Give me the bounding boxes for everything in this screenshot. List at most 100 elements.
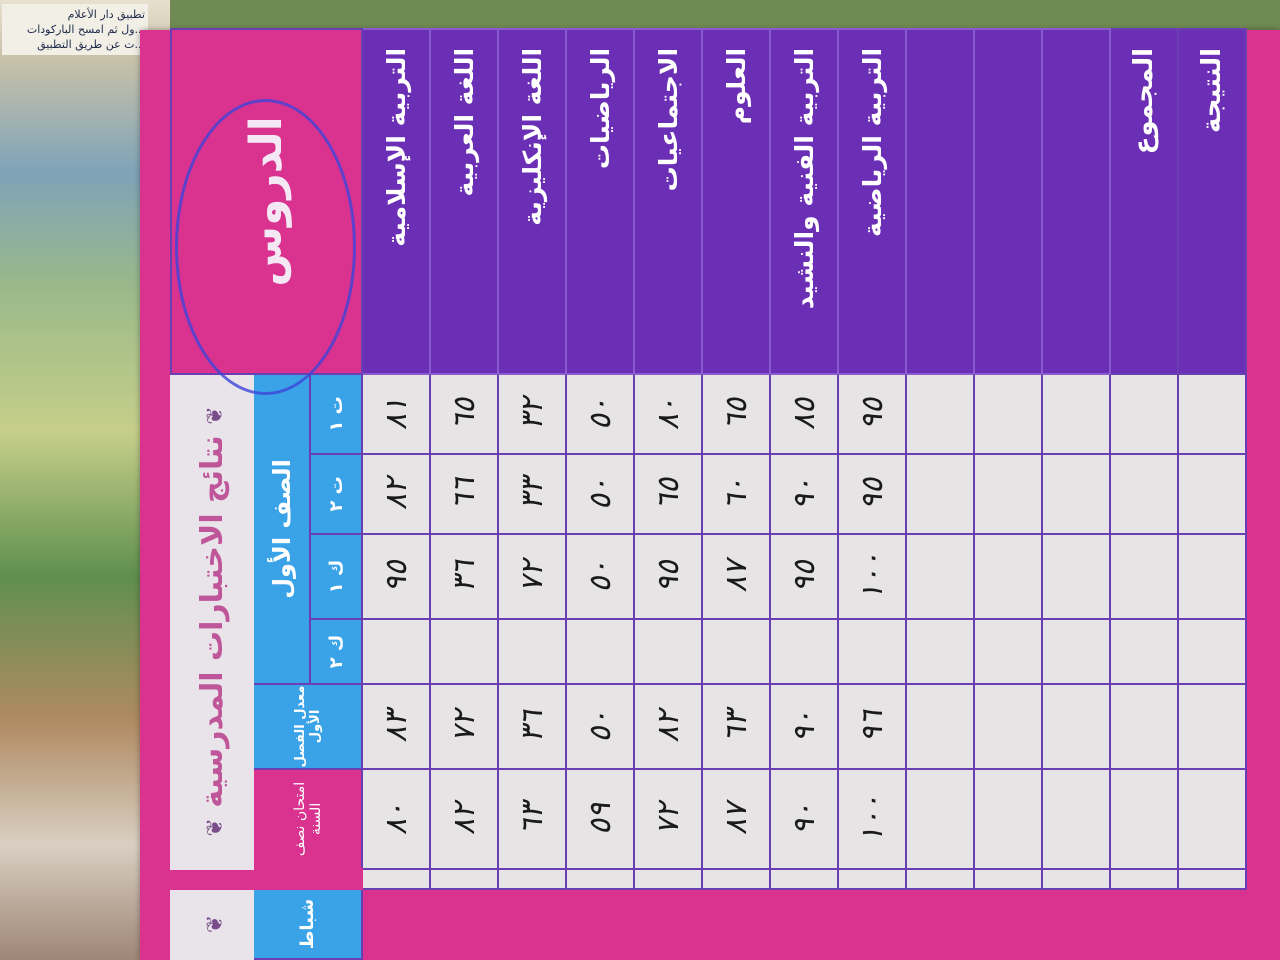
grade-cell <box>1178 373 1246 454</box>
table-row: العلوم ٦٥ ٦٠ ٨٧ ٦٣ ٨٧ <box>702 28 770 959</box>
grade-cell <box>974 683 1042 769</box>
grade-cell: ٥٠ <box>566 683 634 769</box>
grade-cell <box>1178 768 1246 869</box>
grade-cell: ٨٠ <box>362 768 430 869</box>
grade-cell <box>1042 453 1110 534</box>
card-title-text: نتائج الاختبارات المدرسية <box>194 435 230 808</box>
next-section-cell <box>1110 869 1178 889</box>
grade-cell: ٧٢ <box>634 768 702 869</box>
grade-cell <box>974 453 1042 534</box>
grade-cell: ٨٢ <box>430 768 498 869</box>
grade-cell <box>1110 618 1178 684</box>
table-row <box>1042 28 1110 959</box>
table-row <box>974 28 1042 959</box>
grade-cell <box>770 618 838 684</box>
background-book-text: تطبيق دار الأعلام ...ول ثم امسح الباركود… <box>2 4 148 55</box>
grade-cell: ٣٦ <box>430 533 498 619</box>
next-section-header: شباط <box>253 889 362 959</box>
grade-cell <box>1110 373 1178 454</box>
grade-cell <box>1178 533 1246 619</box>
grade-cell <box>906 533 974 619</box>
grade-cell: ٦٥ <box>634 453 702 534</box>
grade-cell <box>1110 453 1178 534</box>
grade-cell <box>906 453 974 534</box>
month-header: ك ٢ <box>310 618 362 684</box>
grade-cell <box>634 618 702 684</box>
grade-cell: ٩٠ <box>770 453 838 534</box>
next-section-cell <box>838 869 906 889</box>
grade-cell: ٨٥ <box>770 373 838 454</box>
subject-name-empty <box>906 28 974 374</box>
grade-cell: ٦٣ <box>702 683 770 769</box>
subject-name-empty <box>1042 28 1110 374</box>
grade-cell <box>974 373 1042 454</box>
table-row: المجموع <box>1110 28 1178 959</box>
grade-cell <box>1042 768 1110 869</box>
grade-cell: ٦٦ <box>430 453 498 534</box>
grade-cell: ٧٢ <box>430 683 498 769</box>
table-row: اللغة الإنكليزية ٣٢ ٣٣ ٧٢ ٣٦ ٦٣ <box>498 28 566 959</box>
next-section-cell <box>566 869 634 889</box>
next-section-cell <box>430 869 498 889</box>
grade-cell <box>1110 768 1178 869</box>
grade-cell <box>1042 683 1110 769</box>
subject-name: التربية الرياضية <box>838 28 906 374</box>
table-row: الرياضيات ٥٠ ٥٠ ٥٠ ٥٠ ٥٩ <box>566 28 634 959</box>
grade-cell: ٥٠ <box>566 533 634 619</box>
table-row: النتيجة <box>1178 28 1246 959</box>
bg-text-line: ...ول ثم امسح الباركودات <box>26 23 145 36</box>
table-row: التربية الرياضية ٩٥ ٩٥ ١٠٠ ٩٦ ١٠٠ <box>838 28 906 959</box>
next-section-cell <box>1042 869 1110 889</box>
month-header: ت ١ <box>310 373 362 454</box>
subject-name-empty <box>974 28 1042 374</box>
grade-cell: ٦٠ <box>702 453 770 534</box>
grade-cell <box>1042 373 1110 454</box>
table-row: الاجتماعيات ٨٠ ٦٥ ٩٥ ٨٢ ٧٢ <box>634 28 702 959</box>
midyear-exam-header: امتحان نصف السنة <box>253 768 362 869</box>
grade-cell <box>566 618 634 684</box>
table-row: التربية الفنية والنشيد ٨٥ ٩٠ ٩٥ ٩٠ ٩٠ <box>770 28 838 959</box>
grade-cell: ٥٠ <box>566 453 634 534</box>
next-section-cell <box>1178 869 1246 889</box>
grade-cell: ١٠٠ <box>838 533 906 619</box>
subject-name: الرياضيات <box>566 28 634 374</box>
grade-cell: ٥٠ <box>566 373 634 454</box>
grade-cell: ٩٥ <box>838 373 906 454</box>
grade-cell: ٩٥ <box>770 533 838 619</box>
total-label: المجموع <box>1110 28 1178 374</box>
ornament-icon: ❦ <box>202 406 228 425</box>
grade-cell: ٨٣ <box>362 683 430 769</box>
grade-cell <box>906 768 974 869</box>
grade-cell <box>974 768 1042 869</box>
result-label: النتيجة <box>1178 28 1246 374</box>
month-header: ت ٢ <box>310 453 362 534</box>
next-section-cell <box>770 869 838 889</box>
next-section-cell <box>634 869 702 889</box>
grade-cell <box>1042 533 1110 619</box>
grade-cell: ٨٠ <box>634 373 702 454</box>
grades-card: الدروس ❦ نتائج الاختبارات المدرسية ❦ ❦ ا… <box>140 28 1280 960</box>
table-row <box>906 28 974 959</box>
grade-cell <box>702 618 770 684</box>
grade-cell: ٨١ <box>362 373 430 454</box>
grade-cell: ٦٥ <box>702 373 770 454</box>
grades-table: الدروس ❦ نتائج الاختبارات المدرسية ❦ ❦ ا… <box>170 28 1247 960</box>
grade-cell: ٩٦ <box>838 683 906 769</box>
ornament-icon: ❦ <box>202 914 228 934</box>
grade-cell <box>1110 533 1178 619</box>
grade-cell <box>1110 683 1178 769</box>
table-row: التربية الإسلامية ٨١ ٨٢ ٩٥ ٨٣ ٨٠ <box>362 28 430 959</box>
grade-cell <box>498 618 566 684</box>
grade-cell: ٣٢ <box>498 373 566 454</box>
grade-cell: ٨٧ <box>702 533 770 619</box>
card-title: ❦ نتائج الاختبارات المدرسية ❦ <box>171 373 253 869</box>
average-header: معدل الفصل الأول <box>253 683 362 769</box>
subject-name: العلوم <box>702 28 770 374</box>
grade-cell <box>974 618 1042 684</box>
grade-cell <box>838 618 906 684</box>
subjects-header: الدروس <box>171 28 362 374</box>
next-section-cell <box>974 869 1042 889</box>
grade-cell: ٩٠ <box>770 683 838 769</box>
section-divider <box>171 869 362 889</box>
next-section-cell <box>498 869 566 889</box>
